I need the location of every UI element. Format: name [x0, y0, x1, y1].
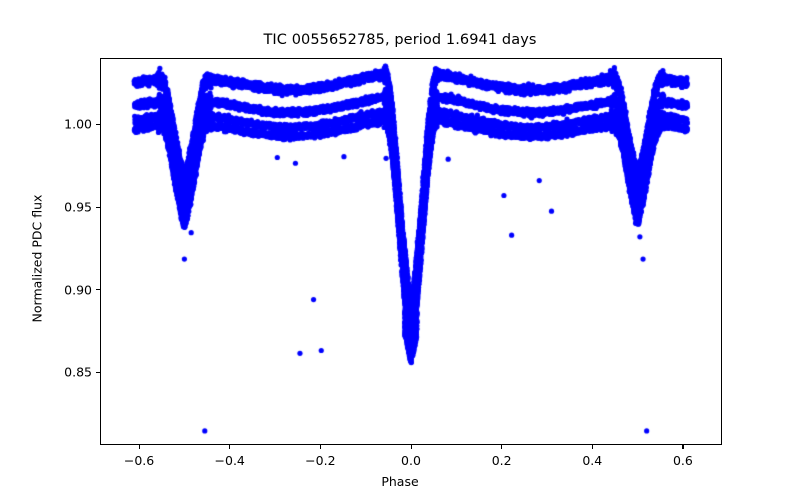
x-tick-mark — [229, 445, 231, 449]
y-tick-mark — [96, 206, 100, 208]
x-tick-label: −0.2 — [305, 453, 336, 468]
y-axis-label: Normalized PDC flux — [29, 194, 45, 323]
x-tick-mark — [682, 445, 684, 449]
x-tick-mark — [591, 445, 593, 449]
x-tick-label: 0.4 — [582, 453, 603, 468]
y-tick-mark — [96, 371, 100, 373]
x-tick-label: −0.6 — [123, 453, 155, 468]
x-axis-label: Phase — [381, 474, 419, 489]
y-tick-label: 0.95 — [64, 199, 92, 215]
y-tick-label: 0.85 — [64, 364, 92, 380]
x-tick-mark — [501, 445, 503, 449]
x-tick-mark — [138, 445, 140, 449]
x-tick-label: 0.2 — [491, 453, 512, 468]
y-tick-label: 0.90 — [64, 282, 92, 298]
x-tick-label: 0.0 — [401, 453, 421, 468]
scatter-plot-canvas — [100, 58, 722, 445]
x-tick-mark — [319, 445, 321, 449]
page-title: TIC 0055652785, period 1.6941 days — [263, 32, 537, 48]
x-tick-label: −0.4 — [214, 453, 245, 468]
x-tick-label: 0.6 — [672, 453, 693, 468]
y-tick-mark — [96, 123, 100, 126]
y-tick-label: 1.00 — [64, 116, 92, 132]
x-tick-mark — [410, 445, 412, 449]
y-tick-mark — [96, 289, 100, 291]
